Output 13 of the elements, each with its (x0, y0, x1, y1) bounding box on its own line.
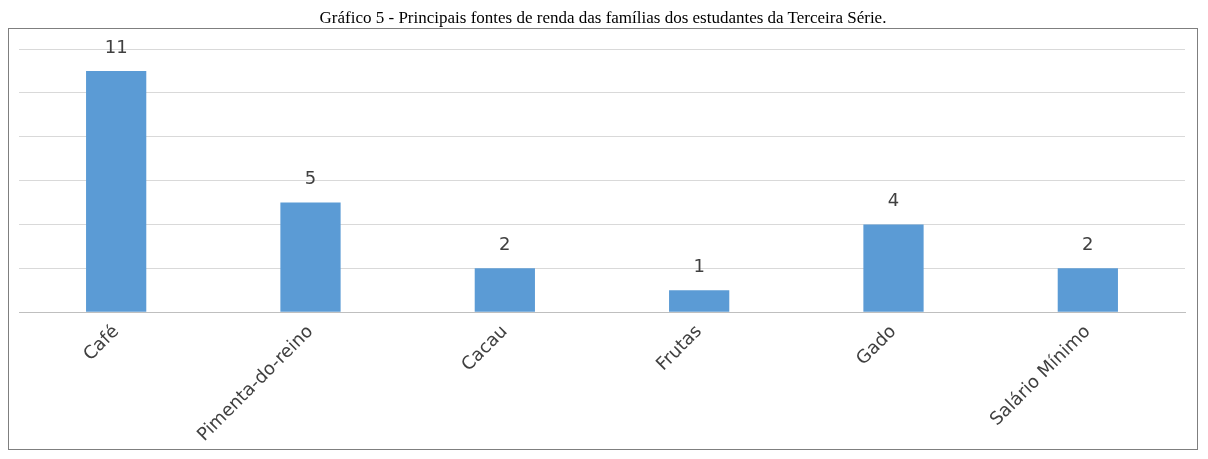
bar (1057, 268, 1118, 312)
chart-title: Gráfico 5 - Principais fontes de renda das famílias dos estudantes da Terceira Série. (318, 8, 888, 28)
bar (86, 70, 147, 312)
data-label: 5 (304, 167, 317, 189)
bar (863, 224, 924, 312)
bar (280, 202, 341, 312)
data-label: 1 (693, 254, 705, 276)
data-label: 11 (104, 35, 128, 57)
data-label: 2 (1082, 233, 1094, 255)
bar (669, 290, 730, 312)
data-label: 2 (499, 233, 511, 255)
data-label: 4 (887, 189, 900, 211)
bar (474, 268, 535, 312)
